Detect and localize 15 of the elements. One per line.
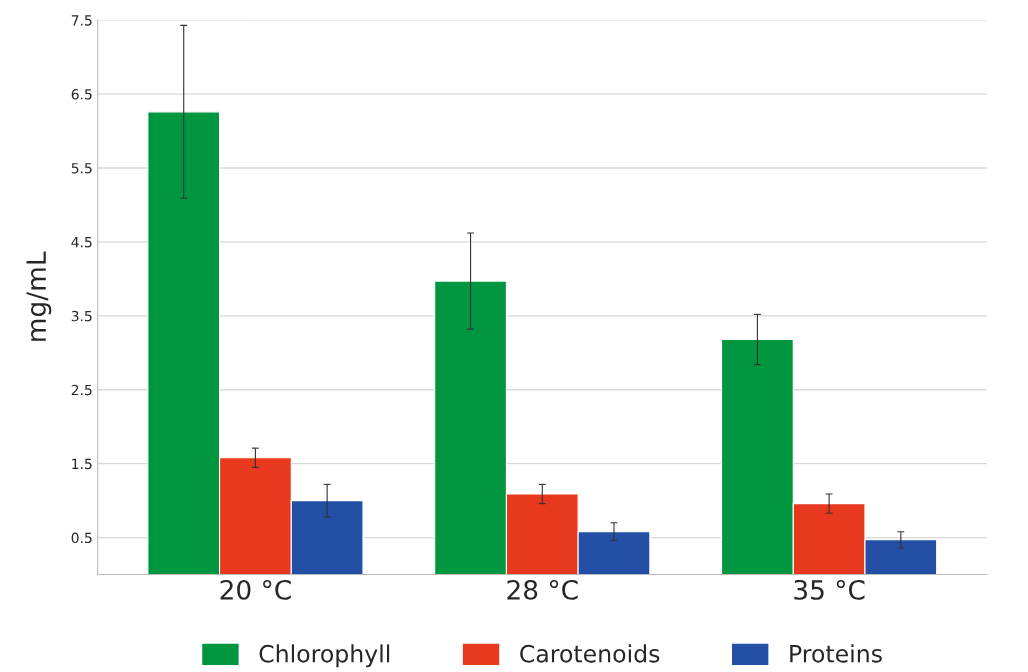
x-tick-label: 28 °C [507,579,578,600]
y-tick-label: 5.5 [71,163,92,174]
legend-label: Carotenoids [520,644,660,663]
y-tick-label: 7.5 [71,15,92,26]
y-tick-label: 2.5 [71,384,92,396]
legend-label: Proteins [790,644,882,663]
y-tick-label: 0.5 [71,532,92,544]
x-tick-label: 35 °C [794,579,865,600]
y-tick-label: 1.5 [72,458,92,470]
y-tick-label: 4.5 [71,237,92,248]
y-tick-label: 3.5 [71,310,92,322]
y-tick-label: 6.5 [71,89,92,100]
x-tick-label: 20 °C [220,579,291,600]
y-axis-title: mg/mL [26,251,52,341]
legend-label: Chlorophyll [259,644,390,668]
